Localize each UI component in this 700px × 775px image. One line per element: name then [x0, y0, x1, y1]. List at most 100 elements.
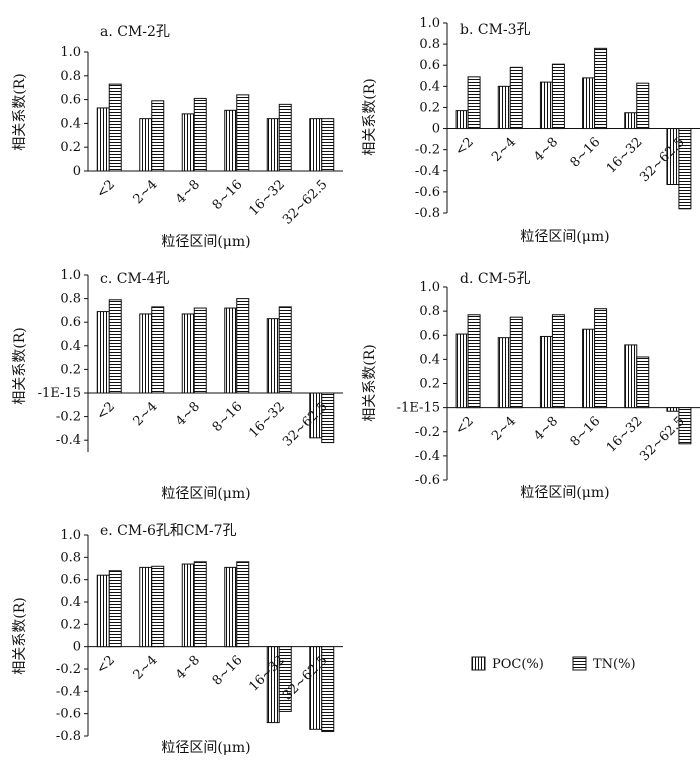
y-tick-label: 0.6: [60, 315, 81, 330]
bar-poc: [139, 566, 153, 648]
bar-poc: [224, 307, 238, 394]
y-tick-label: -0.8: [56, 729, 81, 744]
x-axis-label: 粒径区间(μm): [161, 234, 250, 250]
x-tick-label: 4~8: [173, 177, 203, 207]
y-tick-label: -0.4: [415, 164, 440, 179]
bar-poc: [96, 574, 110, 648]
y-tick-label: -0.2: [56, 410, 81, 425]
x-axis-label: 粒径区间(μm): [520, 485, 609, 501]
bar-tn: [678, 407, 692, 445]
y-axis-label: 相关系数(R): [12, 597, 28, 674]
panel-title: b. CM-3孔: [460, 22, 531, 38]
y-tick-label: 0.2: [419, 100, 440, 115]
y-tick-label: 0: [73, 640, 81, 655]
y-tick-label: -0.6: [56, 707, 81, 722]
y-tick-label: 0.6: [60, 573, 81, 588]
y-axis-label: 相关系数(R): [12, 73, 28, 150]
bar-poc: [309, 118, 323, 172]
y-tick-label: 0.2: [60, 617, 81, 632]
y-tick-label: 0.4: [419, 79, 440, 94]
bar-tn: [108, 299, 122, 394]
x-tick-label: 2~4: [489, 414, 519, 444]
x-tick-label: 16~32: [604, 414, 646, 456]
x-axis-label: 粒径区间(μm): [161, 740, 250, 756]
y-tick-label: -0.8: [415, 206, 440, 221]
bar-tn: [278, 306, 292, 394]
y-tick-label: -0.4: [56, 433, 81, 448]
x-tick-label: 8~16: [568, 135, 604, 171]
y-tick-label: -1E-15: [397, 401, 440, 416]
y-tick-label: 0.4: [60, 339, 81, 354]
x-tick-label: <2: [94, 177, 118, 201]
y-tick-label: 0.6: [60, 93, 81, 108]
chart-panels: a. CM-2孔1.00.80.60.40.20<2 2~4 4~8 8~16 16~3…: [12, 16, 700, 756]
legend-swatch-poc: [471, 656, 486, 671]
y-tick-label: 0: [73, 164, 81, 179]
x-tick-label: 16~32: [246, 177, 288, 219]
y-tick-label: 1.0: [419, 16, 440, 31]
bar-poc: [181, 563, 195, 648]
bar-poc: [266, 118, 280, 172]
y-tick-label: 0.2: [60, 362, 81, 377]
bar-tn: [236, 298, 250, 394]
bar-tn: [551, 314, 565, 409]
y-tick-label: -0.2: [415, 143, 440, 158]
x-tick-label: <2: [94, 399, 118, 423]
y-tick-label: 1.0: [419, 280, 440, 295]
bar-poc: [139, 118, 153, 172]
chart-panel-5: e. CM-6孔和CM-7孔 1.0 0.8 0.6 0.4 0.2 0 -0.2 -0.4 -0…: [12, 523, 343, 756]
bar-tn: [678, 128, 692, 210]
bar-tn: [321, 118, 335, 172]
x-tick-label: 2~4: [131, 177, 161, 207]
y-tick-label: -0.4: [415, 449, 440, 464]
bar-tn: [151, 565, 165, 648]
bar-tn: [108, 83, 122, 172]
legend-label-poc: POC(%): [492, 657, 544, 672]
x-tick-label: 8~16: [210, 177, 246, 213]
y-tick-label: 0.8: [419, 37, 440, 52]
bar-tn: [321, 392, 335, 444]
bar-poc: [666, 407, 680, 412]
y-tick-label: 0.6: [419, 58, 440, 73]
y-tick-label: 0.4: [419, 352, 440, 367]
x-axis-label: 粒径区间(μm): [520, 229, 609, 245]
bar-tn: [193, 561, 207, 648]
panel-title: d. CM-5孔: [460, 271, 531, 287]
y-tick-label: -0.6: [415, 185, 440, 200]
bar-tn: [236, 94, 250, 172]
y-tick-label: 0.4: [60, 595, 81, 610]
x-tick-label: 4~8: [173, 653, 203, 683]
y-tick-label: -0.2: [56, 662, 81, 677]
bar-poc: [181, 113, 195, 172]
x-tick-label: 32~62.5: [280, 177, 330, 227]
x-tick-label: <2: [453, 135, 477, 159]
bar-tn: [594, 308, 608, 409]
bar-tn: [151, 100, 165, 172]
bar-poc: [96, 311, 110, 394]
y-tick-label: 0: [432, 122, 440, 137]
bar-tn: [193, 97, 207, 172]
bar-tn: [509, 66, 523, 130]
y-tick-label: -0.4: [56, 684, 81, 699]
bar-poc: [582, 328, 596, 409]
bar-tn: [321, 646, 335, 733]
x-tick-label: 8~16: [210, 399, 246, 435]
x-tick-label: 2~4: [489, 135, 519, 165]
y-tick-label: 1.0: [60, 528, 81, 543]
chart-legend: POC(%) TN(%): [471, 656, 636, 672]
x-tick-label: <2: [94, 653, 118, 677]
bar-tn: [278, 646, 292, 712]
x-tick-label: 2~4: [131, 653, 161, 683]
y-axis-label: 相关系数(R): [12, 327, 28, 404]
panel-title: c. CM-4孔: [100, 271, 169, 287]
bar-poc: [455, 110, 469, 130]
x-tick-label: 4~8: [531, 135, 561, 165]
bar-poc: [181, 313, 195, 394]
legend-swatch-tn: [572, 656, 587, 671]
panel-title: e. CM-6孔和CM-7孔: [100, 523, 237, 539]
bar-poc: [96, 107, 110, 172]
y-tick-label: 0.4: [60, 116, 81, 131]
bar-poc: [582, 77, 596, 130]
chart-panel-4: d. CM-5孔 1.0 0.8 0.6 0.4 0.2 -1E-15 -0.2 -0.4 -0.…: [362, 271, 700, 501]
